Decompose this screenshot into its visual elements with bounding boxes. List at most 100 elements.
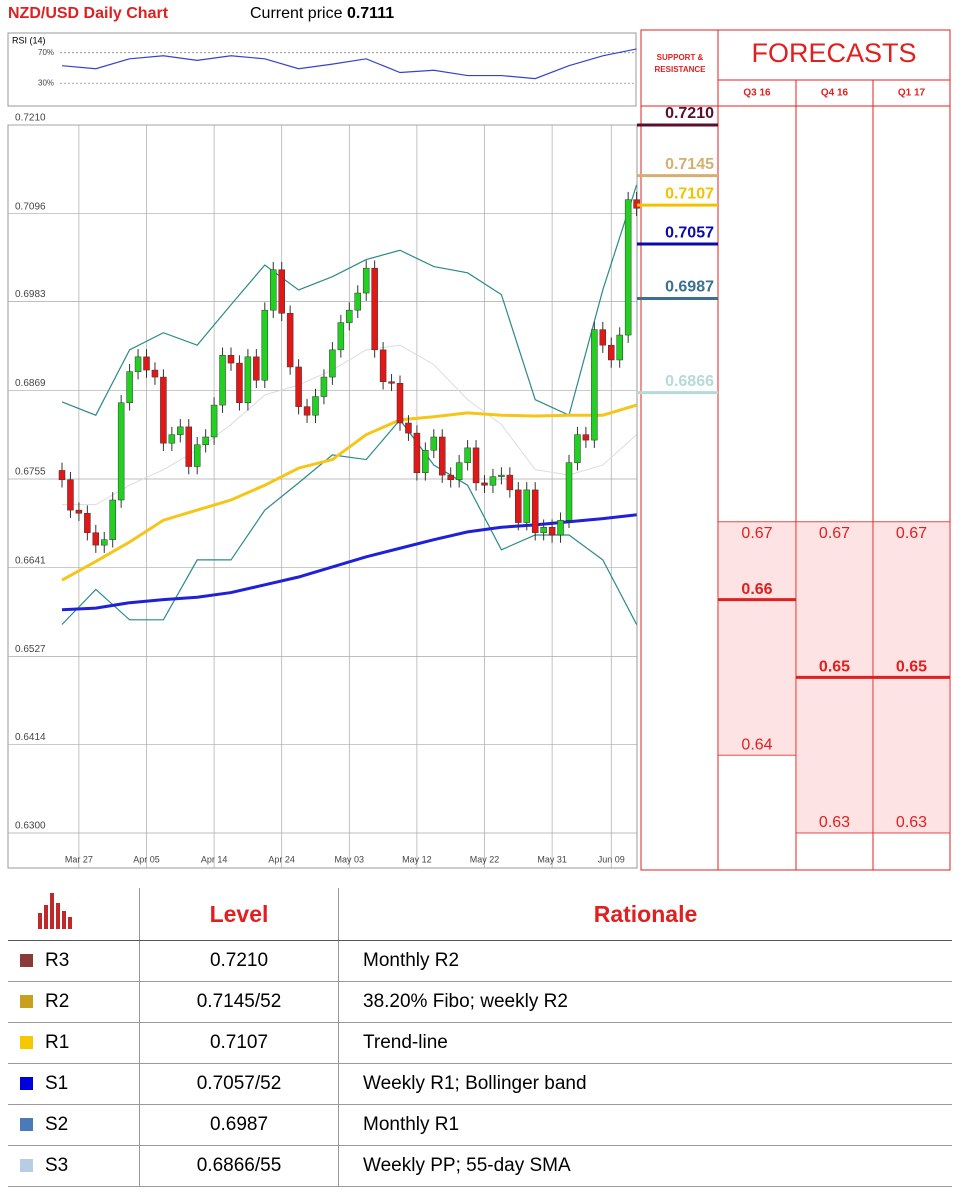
candle-body <box>447 474 454 481</box>
candle-body <box>185 426 192 467</box>
header-cell: Rationale <box>338 888 952 941</box>
period-label: Q3 16 <box>743 88 771 99</box>
forecast-median-label: 0.65 <box>896 659 927 676</box>
candle-body <box>286 313 294 368</box>
candle-body <box>236 362 243 403</box>
code-cell: S1 <box>8 1063 140 1105</box>
code-cell: R3 <box>8 940 140 982</box>
code: S3 <box>45 1155 69 1176</box>
overlay-line <box>61 403 638 582</box>
candle-body <box>371 267 378 351</box>
candle-body <box>337 322 345 351</box>
price-line: Current price 0.7111 <box>250 5 394 22</box>
code-cell: R2 <box>8 981 140 1023</box>
rationale-cell: Weekly R1; Bollinger band <box>338 1063 952 1105</box>
forecast-median-label: 0.65 <box>819 659 850 676</box>
candle-body <box>422 449 429 474</box>
candle-body <box>210 404 218 438</box>
candle-body <box>151 369 159 378</box>
levels-table: Level Rationale R3 0.7210 Monthly R2 R2 0.71… <box>8 888 952 1187</box>
code: R2 <box>45 991 70 1012</box>
swatch <box>20 1118 33 1132</box>
candle-body <box>329 349 336 378</box>
swatch <box>20 954 33 968</box>
code: R3 <box>45 950 70 971</box>
code-cell: S3 <box>8 1145 140 1187</box>
table-row: R3 0.7210 Monthly R2 <box>8 940 952 982</box>
candle-body <box>472 447 480 484</box>
overlay-line <box>62 344 637 506</box>
candle-body <box>109 499 116 540</box>
candle-body <box>320 376 328 397</box>
candle-body <box>523 489 530 523</box>
forecast-high: 0.67 <box>741 525 772 542</box>
candle-body <box>388 381 395 384</box>
x-tick-label: Apr 14 <box>201 854 228 864</box>
header-cell: Level <box>139 888 339 941</box>
candle-body <box>117 402 125 501</box>
candle-body <box>362 267 370 294</box>
candle-body <box>295 366 302 407</box>
candle-body <box>134 356 142 372</box>
candle-body <box>58 470 66 481</box>
candle-body <box>413 432 421 474</box>
overlay-line <box>61 418 638 625</box>
level-cell: 0.7107 <box>139 1022 339 1064</box>
code: S1 <box>45 1073 69 1094</box>
rationale-cell: Trend-line <box>338 1022 952 1064</box>
candle-body <box>430 436 438 451</box>
candle-body <box>548 526 556 536</box>
rsi-title: RSI (14) <box>12 35 46 45</box>
forecast-low: 0.63 <box>896 814 927 831</box>
level-cell: 0.6987 <box>139 1104 339 1146</box>
y-tick-label: 0.7096 <box>15 201 46 212</box>
forecast-low: 0.63 <box>819 814 850 831</box>
level-label: 0.6987 <box>665 279 714 296</box>
x-tick-label: Apr 24 <box>268 854 295 864</box>
candle-body <box>464 447 471 463</box>
swatch <box>20 1077 33 1091</box>
forecast-low: 0.64 <box>741 736 772 753</box>
forecast-range <box>717 521 797 756</box>
price-frame <box>7 124 638 869</box>
rsi-tick-label: 30% <box>38 78 54 87</box>
candle-body <box>101 539 108 546</box>
rsi-frame <box>7 32 637 107</box>
candle-body <box>75 509 83 514</box>
table-header: Level Rationale <box>8 888 952 941</box>
forecast-high: 0.67 <box>819 525 850 542</box>
chart: NZD/USD Daily Chart Current price 0.7111… <box>7 5 951 871</box>
candle-body <box>455 462 463 481</box>
rsi-tick-label: 70% <box>38 48 54 57</box>
y-tick-label: 0.6755 <box>15 467 46 478</box>
price-label: Current price <box>250 5 343 22</box>
x-tick-label: May 12 <box>402 854 432 864</box>
candle-body <box>219 355 226 406</box>
icon <box>38 893 72 929</box>
candle-body <box>143 356 150 371</box>
level-label: 0.7210 <box>665 105 714 122</box>
chart-title: NZD/USD Daily Chart <box>8 5 169 22</box>
candle-body <box>405 422 412 434</box>
candle-body <box>244 356 252 403</box>
candle-body <box>379 349 387 382</box>
code-cell: S2 <box>8 1104 140 1146</box>
candle-body <box>261 309 269 381</box>
level-label: 0.7057 <box>665 224 714 241</box>
code: R1 <box>45 1032 70 1053</box>
candle-body <box>481 482 488 486</box>
x-tick-label: May 03 <box>335 854 365 864</box>
candle-body <box>565 462 573 521</box>
table-row: S1 0.7057/52 Weekly R1; Bollinger band <box>8 1063 952 1105</box>
candle-body <box>84 512 91 533</box>
price: 0.7111 <box>347 5 394 22</box>
swatch <box>20 1159 33 1173</box>
code: S2 <box>45 1114 69 1135</box>
candle-body <box>624 199 632 336</box>
candle-body <box>574 434 581 463</box>
candle-body <box>177 426 184 435</box>
y-tick-label: 0.6300 <box>15 821 46 832</box>
candle-body <box>591 329 598 441</box>
rsi-line <box>61 48 637 80</box>
